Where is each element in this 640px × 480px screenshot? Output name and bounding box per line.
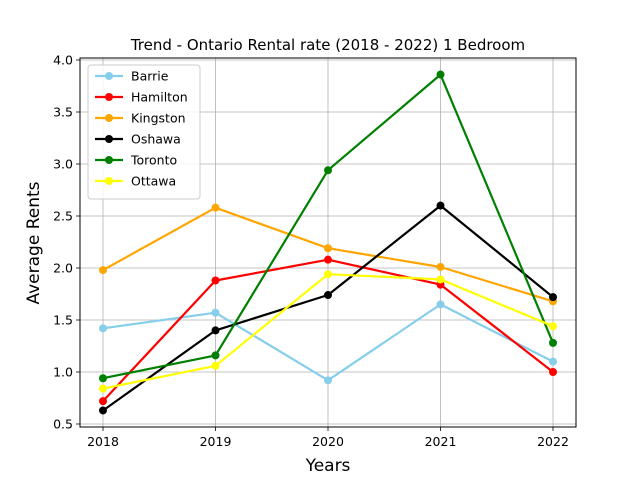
legend-item-oshawa: Oshawa [95, 132, 181, 147]
series-kingston [99, 203, 557, 306]
legend-swatch-marker [105, 93, 113, 101]
legend-item-toronto: Toronto [95, 153, 177, 168]
x-tick-label: 2019 [200, 434, 232, 449]
y-axis-label: Average Rents [24, 181, 44, 304]
data-point-kingston [99, 266, 107, 275]
x-tick-label: 2022 [537, 434, 569, 449]
data-point-toronto [211, 351, 220, 360]
data-point-hamilton [324, 255, 332, 264]
data-point-ottawa [211, 361, 220, 370]
data-point-oshawa [99, 406, 107, 415]
legend-item-hamilton: Hamilton [95, 90, 188, 105]
legend: Barrie Hamilton Kingston Oshawa Toronto Ottaw… [87, 64, 201, 200]
y-axis: 0.5 1.0 1.5 2.0 2.5 3.0 3.5 4.0 [53, 53, 80, 432]
series-layer [99, 70, 557, 415]
legend-swatch-marker [105, 72, 113, 80]
data-point-barrie [211, 308, 220, 317]
data-point-ottawa [436, 275, 445, 284]
data-point-kingston [211, 203, 220, 212]
data-point-barrie [549, 357, 557, 366]
y-tick-label: 3.0 [53, 157, 73, 172]
legend-label: Kingston [131, 111, 186, 126]
data-point-oshawa [324, 291, 332, 300]
y-tick-label: 2.0 [53, 261, 73, 276]
x-axis: 2018 2019 2020 2021 2022 [87, 427, 569, 449]
data-point-toronto [549, 338, 557, 347]
legend-item-ottawa: Ottawa [95, 174, 176, 189]
y-tick-label: 1.0 [53, 365, 73, 380]
data-point-ottawa [99, 384, 107, 393]
legend-label: Ottawa [131, 174, 176, 189]
y-tick-label: 4.0 [53, 53, 73, 68]
x-tick-label: 2021 [425, 434, 457, 449]
data-point-kingston [436, 262, 445, 271]
legend-item-barrie: Barrie [95, 69, 169, 84]
y-tick-label: 2.5 [53, 209, 73, 224]
series-hamilton [99, 255, 557, 406]
series-ottawa [99, 270, 557, 393]
x-axis-label: Years [305, 456, 351, 476]
series-oshawa [99, 201, 557, 415]
legend-swatch-marker [105, 177, 113, 185]
data-point-barrie [324, 376, 332, 385]
data-point-oshawa [211, 326, 220, 335]
data-point-hamilton [99, 397, 107, 406]
legend-label: Barrie [131, 69, 169, 84]
y-tick-label: 0.5 [53, 417, 73, 432]
legend-label: Toronto [130, 153, 177, 168]
data-point-hamilton [549, 368, 557, 376]
legend-swatch-marker [105, 114, 113, 122]
x-tick-label: 2018 [87, 434, 119, 449]
data-point-oshawa [436, 201, 445, 210]
chart-title: Trend - Ontario Rental rate (2018 - 2022… [130, 36, 525, 54]
y-tick-label: 1.5 [53, 313, 73, 328]
data-point-kingston [324, 244, 332, 253]
data-point-ottawa [549, 322, 557, 331]
data-point-oshawa [549, 293, 557, 302]
data-point-toronto [99, 374, 107, 383]
data-point-toronto [324, 166, 332, 175]
legend-swatch-marker [105, 156, 113, 164]
data-point-barrie [436, 300, 445, 309]
data-point-hamilton [211, 276, 220, 285]
legend-box [87, 64, 201, 200]
data-point-barrie [99, 324, 107, 333]
data-point-ottawa [324, 270, 332, 279]
x-tick-label: 2020 [312, 434, 344, 449]
legend-item-kingston: Kingston [95, 111, 186, 126]
y-tick-label: 3.5 [53, 105, 73, 120]
legend-swatch-marker [105, 135, 113, 143]
series-barrie [99, 300, 557, 385]
data-point-toronto [436, 70, 445, 79]
series-toronto [99, 70, 557, 383]
legend-label: Hamilton [131, 90, 188, 105]
legend-label: Oshawa [131, 132, 181, 147]
